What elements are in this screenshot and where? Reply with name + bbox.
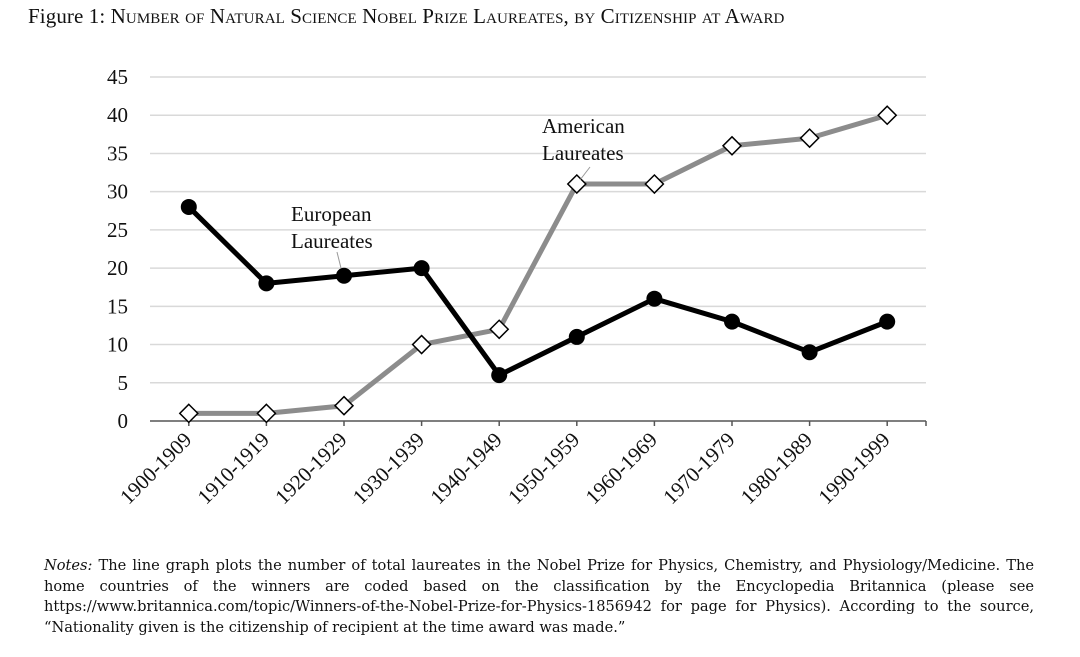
american-point [178,403,199,424]
series-group [178,105,898,424]
notes-label: Notes: [44,557,93,574]
european-point [336,267,352,284]
european-point [724,313,740,330]
y-tick-label: 5 [118,371,129,395]
american-label-line1: American [542,114,625,138]
european-point [646,290,663,307]
european-point [491,367,508,384]
figure-notes: Notes: The line graph plots the number o… [44,556,1034,638]
series-european [180,198,896,384]
notes-text: The line graph plots the number of total… [44,557,1034,636]
american-point [333,395,355,416]
european-point [180,198,197,215]
american-point [799,128,820,149]
figure-title: Figure 1: Number of Natural Science Nobe… [28,4,784,29]
american-label-leader [579,166,591,181]
american-point [721,135,743,156]
x-tick-label: 1930-1939 [348,428,429,509]
y-tick-label: 35 [107,141,128,165]
european-label-line2: Laureates [291,229,373,253]
y-tick-label: 45 [107,65,128,89]
x-tick-label: 1990-1999 [813,428,894,509]
x-axis-tick-labels: 1900-19091910-19191920-19291930-19391940… [115,428,895,509]
x-tick-label: 1960-1969 [581,428,662,509]
y-tick-label: 25 [107,218,128,242]
gridlines [150,76,926,384]
y-tick-label: 40 [107,103,128,127]
x-tick-label: 1970-1979 [658,428,739,509]
y-tick-label: 0 [118,409,129,433]
x-axis [150,420,927,426]
y-axis-ticks: 0 5 10 15 20 25 30 35 40 45 [107,65,128,433]
line-chart: 0 5 10 15 20 25 30 35 40 45 1900-19091910-1919192… [107,65,927,509]
american-point [644,173,665,195]
x-tick-label: 1980-1989 [736,428,817,509]
y-tick-label: 20 [107,256,128,280]
figure-title-text: Number of Natural Science Nobel Prize La… [110,4,785,28]
x-tick-label: 1940-1949 [425,428,506,509]
european-point [568,328,585,345]
american-point [877,105,898,126]
european-point [879,313,896,330]
x-tick-label: 1950-1959 [503,428,584,509]
european-label-line1: European [291,202,372,226]
american-line [188,112,888,416]
series-american [178,105,898,424]
y-tick-label: 10 [107,333,128,357]
american-point [256,403,277,424]
european-point [801,344,818,361]
figure-prefix: Figure 1: [28,4,111,28]
y-tick-label: 30 [107,180,128,204]
european-point [413,260,430,277]
american-label-line2: Laureates [542,141,624,165]
x-tick-label: 1910-1919 [193,428,274,509]
x-tick-label: 1900-1909 [115,428,196,509]
american-point [489,319,510,340]
x-tick-label: 1920-1929 [270,428,351,509]
annotations: European Laureates American Laureates [291,114,625,269]
european-point [258,275,275,292]
y-tick-label: 15 [107,294,128,318]
american-point [566,173,587,195]
european-label-leader [336,251,342,269]
american-point [411,334,432,355]
european-line [187,205,889,378]
